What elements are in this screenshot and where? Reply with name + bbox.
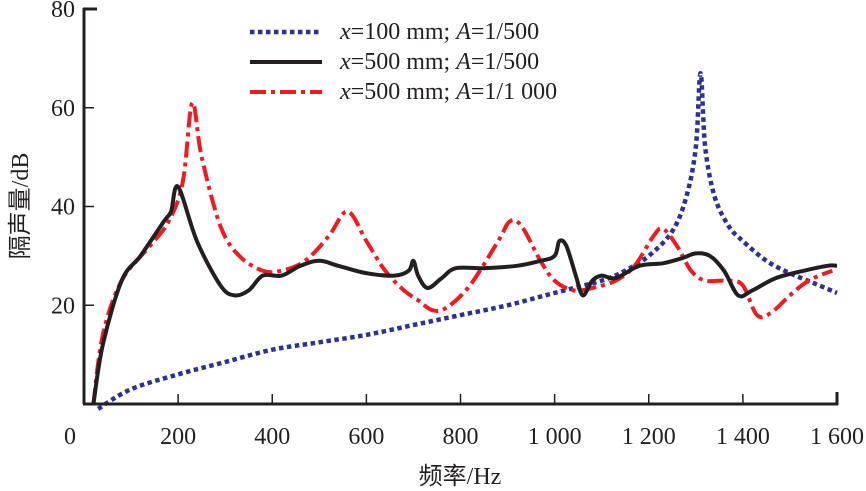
series-line-0 (96, 70, 838, 411)
y-tick-label: 40 (51, 195, 75, 221)
legend-label-0: x=100 mm; A=1/500 (339, 19, 539, 45)
legend-label-2: x=500 mm; A=1/1 000 (339, 79, 557, 105)
x-tick-label: 600 (348, 424, 384, 450)
x-tick-label: 1 600 (810, 424, 864, 450)
x-tick-label: 1 400 (716, 424, 770, 450)
y-tick-label: 80 (51, 0, 75, 23)
ticks (84, 107, 744, 404)
y-axis-title: 隔声量/dB (7, 153, 34, 260)
x-tick-label: 1 000 (528, 424, 582, 450)
origin-label: 0 (64, 424, 76, 450)
tick-labels: 200 400 600 800 1 000 1 200 1 400 1 600 0 20 40 60 8… (51, 0, 864, 450)
series-line-1 (91, 184, 838, 405)
x-tick-label: 800 (443, 424, 479, 450)
x-tick-label: 400 (254, 424, 290, 450)
legend-label-1: x=500 mm; A=1/500 (339, 49, 539, 75)
x-tick-label: 200 (160, 424, 196, 450)
x-axis-title: 频率/Hz (419, 463, 502, 490)
y-tick-label: 60 (51, 96, 75, 122)
y-tick-label: 20 (51, 293, 75, 319)
series-layer (91, 70, 838, 411)
x-tick-label: 1 200 (622, 424, 676, 450)
series-line-2 (91, 100, 834, 405)
legend: x=100 mm; A=1/500 x=500 mm; A=1/500 x=500 … (250, 19, 557, 105)
